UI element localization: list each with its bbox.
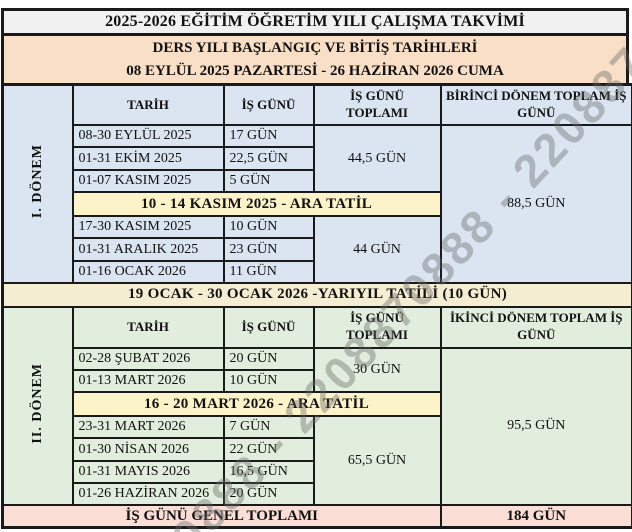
- s1-header-workdays: İŞ GÜNÜ: [222, 83, 315, 127]
- s2-subtotal-second: 65,5 GÜN: [312, 415, 442, 507]
- semester2-label-cell: II. DÖNEM: [1, 306, 74, 507]
- subtitle-line2: 08 EYLÜL 2025 PAZARTESİ - 26 HAZİRAN 202…: [126, 62, 504, 79]
- subtitle-line1: DERS YILI BAŞLANGIÇ VE BİTİŞ TARİHLERİ: [152, 40, 478, 56]
- workdays-cell: 16,5 GÜN: [222, 459, 315, 484]
- s2-header-workdays: İŞ GÜNÜ: [222, 306, 315, 349]
- s1-subtotal-first: 44,5 GÜN: [312, 124, 442, 193]
- workdays-cell: 20 GÜN: [222, 481, 315, 507]
- midyear-break-band: 19 OCAK - 30 OCAK 2026 -YARIYIL TATİLİ (…: [1, 281, 632, 309]
- date-cell: 01-07 KASIM 2025: [71, 168, 225, 193]
- workdays-cell: 22,5 GÜN: [222, 146, 315, 171]
- workdays-cell: 22 GÜN: [222, 437, 315, 462]
- grand-total-value: 184 GÜN: [439, 504, 632, 529]
- semester2-label: II. DÖNEM: [29, 363, 45, 444]
- date-cell: 01-30 NİSAN 2026: [71, 437, 225, 462]
- workdays-cell: 23 GÜN: [222, 237, 315, 262]
- date-cell: 23-31 MART 2026: [71, 415, 225, 440]
- semester1-label: I. DÖNEM: [29, 144, 45, 219]
- s1-break-band: 10 - 14 KASIM 2025 - ARA TATİL: [71, 190, 442, 218]
- s1-header-semester-total: BİRİNCİ DÖNEM TOPLAM İŞ GÜNÜ: [439, 83, 632, 127]
- date-cell: 01-13 MART 2026: [71, 368, 225, 394]
- grand-total-label: İŞ GÜNÜ GENEL TOPLAMI: [1, 504, 442, 529]
- s2-semester-total: 95,5 GÜN: [439, 346, 632, 507]
- workdays-cell: 17 GÜN: [222, 124, 315, 149]
- s1-header-workdays-total: İŞ GÜNÜ TOPLAMI: [312, 83, 442, 127]
- date-cell: 01-16 OCAK 2026: [71, 259, 225, 284]
- s2-header-date: TARİH: [71, 306, 225, 349]
- date-cell: 17-30 KASIM 2025: [71, 215, 225, 240]
- workdays-cell: 7 GÜN: [222, 415, 315, 440]
- work-calendar-table: I. DÖNEM TARİH İŞ GÜNÜ İŞ GÜNÜ TOPLAMI B…: [1, 83, 632, 529]
- date-cell: 02-28 ŞUBAT 2026: [71, 346, 225, 371]
- s1-header-date: TARİH: [71, 83, 225, 127]
- date-cell: 01-31 EKİM 2025: [71, 146, 225, 171]
- s1-subtotal-second: 44 GÜN: [312, 215, 442, 284]
- date-cell: 01-31 ARALIK 2025: [71, 237, 225, 262]
- workdays-cell: 11 GÜN: [222, 259, 315, 284]
- workdays-cell: 10 GÜN: [222, 368, 315, 394]
- workdays-cell: 5 GÜN: [222, 168, 315, 193]
- workdays-cell: 20 GÜN: [222, 346, 315, 371]
- s2-header-workdays-total: İŞ GÜNÜ TOPLAMI: [312, 306, 442, 349]
- page-title: 2025-2026 EĞİTİM ÖĞRETİM YILI ÇALIŞMA TA…: [1, 8, 629, 36]
- date-cell: 01-31 MAYIS 2026: [71, 459, 225, 484]
- workdays-cell: 10 GÜN: [222, 215, 315, 240]
- school-year-range-banner: DERS YILI BAŞLANGIÇ VE BİTİŞ TARİHLERİ 0…: [1, 33, 629, 86]
- s2-break-band: 16 - 20 MART 2026 - ARA TATİL: [71, 390, 442, 418]
- s2-header-semester-total: İKİNCİ DÖNEM TOPLAM İŞ GÜNÜ: [439, 306, 632, 349]
- date-cell: 01-26 HAZİRAN 2026: [71, 481, 225, 507]
- semester1-label-cell: I. DÖNEM: [1, 83, 74, 284]
- s1-semester-total: 88,5 GÜN: [439, 124, 632, 284]
- date-cell: 08-30 EYLÜL 2025: [71, 124, 225, 149]
- s2-subtotal-first: 30 GÜN: [312, 346, 442, 394]
